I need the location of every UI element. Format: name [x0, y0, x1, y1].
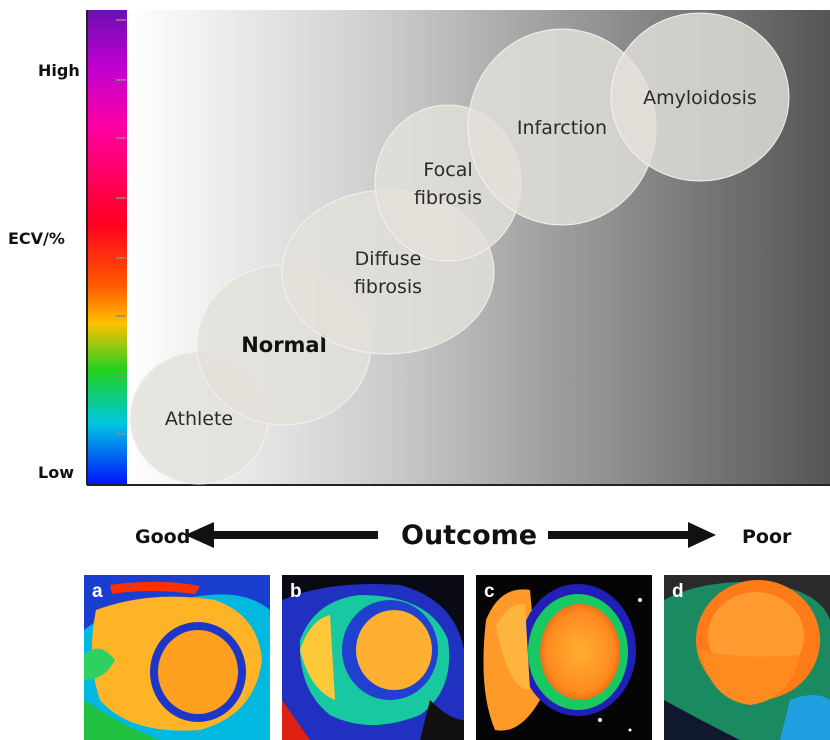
bubble-label: Normal: [241, 333, 327, 357]
left-arrow-icon: [185, 522, 378, 548]
axis-mid-label: ECV/%: [8, 229, 65, 248]
mri-panel-c: c: [476, 575, 652, 740]
colorbar-ticks: [116, 19, 126, 435]
bubble-amyloidosis: Amyloidosis: [610, 12, 790, 182]
axis-high-label: High: [38, 61, 80, 80]
panel-letter-d: d: [672, 581, 684, 602]
panel-letter-a: a: [92, 581, 103, 602]
mri-panel-b: b: [282, 575, 464, 740]
bubble-label: Amyloidosis: [643, 87, 757, 109]
axis-low-label: Low: [38, 463, 74, 482]
mri-panel-a: a: [84, 575, 270, 740]
right-arrow-icon: [548, 522, 716, 548]
bubble-label: Diffuse: [355, 248, 422, 270]
bubble-label: Athlete: [165, 408, 233, 430]
outcome-good-label: Good: [135, 526, 190, 548]
panel-letter-b: b: [290, 581, 302, 602]
bubble-label: Infarction: [517, 117, 607, 139]
bubble-infarction: Infarction: [467, 28, 657, 226]
mri-panel-d: d: [664, 575, 830, 740]
bubble-label: fibrosis: [354, 276, 422, 298]
stage-bubbles: Athlete Normal Diffuse fibrosis Focal fibrosi…: [129, 12, 790, 485]
bubble-label: Focal: [423, 159, 472, 181]
bubble-shape: [610, 12, 790, 182]
ecv-colorbar: [87, 10, 127, 485]
outcome-poor-label: Poor: [742, 526, 792, 548]
outcome-title: Outcome: [401, 520, 537, 551]
bubble-label: fibrosis: [414, 187, 482, 209]
panel-letter-c: c: [484, 581, 495, 602]
